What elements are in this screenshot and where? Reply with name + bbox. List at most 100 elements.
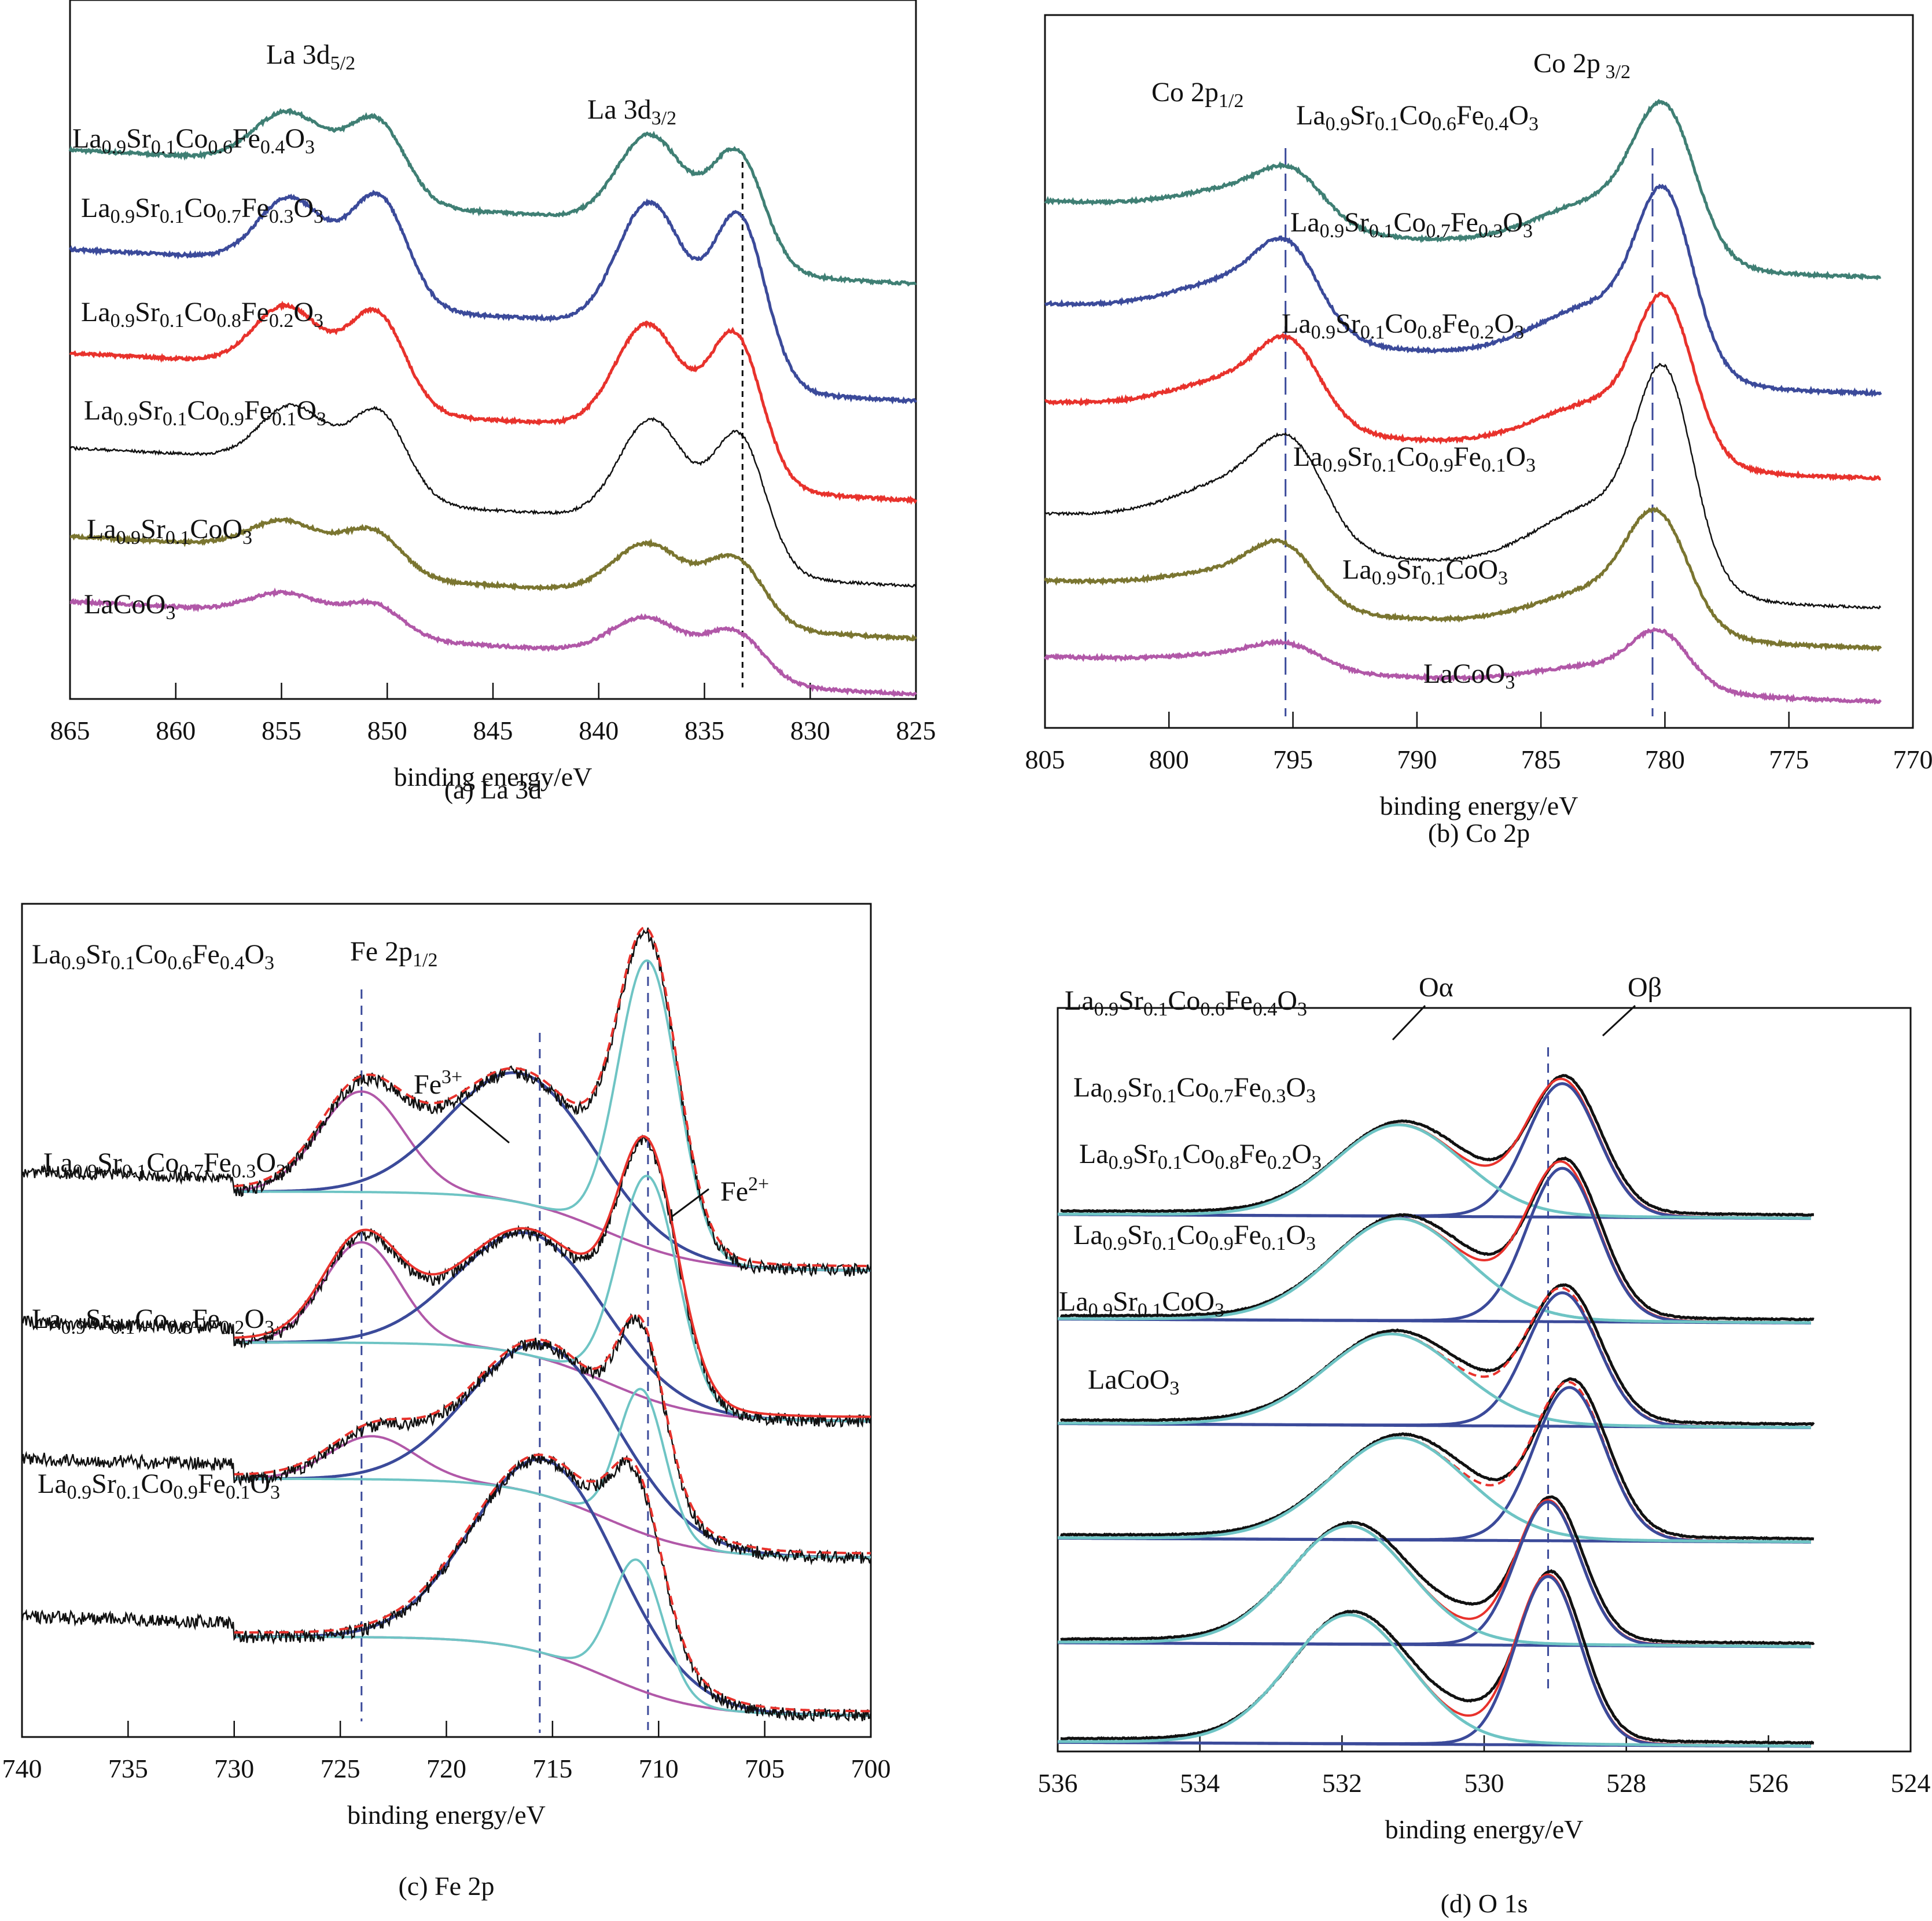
spectrum-La0.9Sr0.1Co0.6Fe0.4O3 — [1044, 98, 1882, 281]
formula-part: La — [81, 193, 111, 223]
formula-part: Sr — [1344, 207, 1369, 238]
formula-part: O — [1508, 100, 1529, 131]
x-tick-label: 524 — [1891, 1768, 1931, 1798]
o-alpha-component-curve — [1058, 1524, 1811, 1648]
subscript: 0.2 — [1267, 1152, 1292, 1173]
x-tick-label: 840 — [579, 716, 619, 745]
o-beta-component-curve — [1058, 1500, 1811, 1648]
fit-group-La0.9Sr0.1Co0.6Fe0.4O3 — [1058, 1073, 1814, 1220]
formula-part: Fe — [1239, 1139, 1267, 1169]
annotation-fe2plus: Fe2+ — [720, 1173, 769, 1208]
formula-part: Fe — [1442, 308, 1470, 339]
formula-part: O — [1291, 1139, 1312, 1169]
series-label-6: LaCoO3 — [1423, 658, 1515, 693]
annotation-o-alpha: Oα — [1419, 972, 1453, 1003]
subscript: 3 — [1505, 672, 1515, 693]
o-alpha-component-curve — [1058, 1217, 1811, 1324]
raw-spectrum — [1059, 1283, 1815, 1427]
subscript: 3 — [1523, 220, 1533, 242]
subscript: 0.1 — [163, 409, 187, 430]
subscript: 0.3 — [1261, 1085, 1286, 1107]
subscript: 0.1 — [1152, 1085, 1177, 1107]
subscript: 0.1 — [1369, 220, 1394, 242]
fit-group-La0.9Sr0.1Co0.7Fe0.3O3 — [1058, 1156, 1815, 1324]
series-label-5: La0.9Sr0.1CoO3 — [1342, 554, 1508, 589]
x-tick-label: 795 — [1273, 745, 1313, 774]
series-label-3: La0.9Sr0.1Co0.8Fe0.2O3 — [1079, 1139, 1322, 1173]
formula-part: La — [32, 939, 61, 970]
o-beta-component-curve — [1058, 1386, 1812, 1544]
o-alpha-pointer-line — [1392, 1004, 1426, 1041]
subscript: 0.1 — [111, 952, 135, 974]
formula-part: O — [1506, 441, 1526, 472]
subscript: 0.9 — [111, 310, 135, 332]
plot-frame — [1044, 14, 1914, 729]
fe2-component-curve — [234, 1175, 871, 1422]
subscript: 0.9 — [1209, 1233, 1234, 1254]
subscript: 0.8 — [1215, 1152, 1239, 1173]
series-label-4: La0.9Sr0.1Co0.9Fe0.1O3 — [38, 1469, 280, 1503]
x-tick-label: 705 — [745, 1754, 785, 1783]
formula-part: Co — [184, 297, 216, 327]
formula-part: O — [285, 123, 305, 154]
fe3-component-curve — [234, 1071, 871, 1272]
spectrum-La0.9Sr0.1Co0.6Fe0.4O3 — [68, 108, 917, 287]
formula-part: Sr — [138, 395, 163, 426]
x-tick-label: 830 — [790, 716, 830, 745]
formula-part: Fe — [192, 939, 220, 970]
formula-part: Fe — [1456, 100, 1484, 131]
series-label-5: La0.9Sr0.1CoO3 — [87, 514, 252, 549]
x-tick-label: 855 — [262, 716, 301, 745]
subscript: 3 — [1306, 1085, 1316, 1107]
subscript: 3 — [1312, 1152, 1322, 1173]
x-tick-label: 526 — [1749, 1768, 1789, 1798]
formula-part: Sr — [1335, 308, 1360, 339]
subscript: 3 — [1498, 568, 1508, 589]
spectrum-La0.9Sr0.1CoO3 — [69, 517, 917, 642]
spectrum-La0.9Sr0.1Co0.7Fe0.3O3 — [1044, 183, 1882, 398]
subscript: 0.8 — [167, 1317, 192, 1338]
background-curve — [234, 1478, 871, 1559]
spectrum-La0.9Sr0.1Co0.9Fe0.1O3 — [1044, 362, 1882, 610]
formula-part: Sr — [1127, 1072, 1152, 1103]
x-tick-label: 715 — [532, 1754, 572, 1783]
x-tick-label: 700 — [851, 1754, 891, 1783]
formula-part: Fe — [1234, 1072, 1261, 1103]
x-tick-label: 865 — [50, 716, 90, 745]
o-alpha-component-curve — [1058, 1436, 1811, 1544]
subscript: 3 — [1529, 113, 1539, 135]
subscript: 0.1 — [226, 1482, 251, 1503]
formula-part: Co — [1385, 308, 1417, 339]
x-tick-label: 800 — [1149, 745, 1189, 774]
subscript: 0.2 — [220, 1317, 245, 1338]
x-tick-label: 532 — [1322, 1768, 1362, 1798]
formula-part: Co — [1396, 441, 1429, 472]
spectrum-La0.9Sr0.1Co0.8Fe0.2O3 — [69, 300, 918, 505]
formula-part: La — [81, 297, 111, 327]
x-tick-label: 720 — [426, 1754, 466, 1783]
subscript: 0.1 — [1481, 455, 1506, 476]
subscript: 3 — [1514, 322, 1524, 343]
panel-a: 865 860 855 850 845 840 835 830 825 binding energ… — [50, 0, 936, 804]
x-tick-label: 735 — [108, 1754, 148, 1783]
subscript: 0.1 — [160, 310, 185, 332]
raw-spectrum — [1060, 1495, 1815, 1646]
subscript: 3 — [314, 206, 323, 227]
subscript: 0.1 — [1360, 322, 1385, 343]
formula-part: Co — [1168, 985, 1200, 1016]
subscript: 0.9 — [67, 1482, 92, 1503]
formula-part: LaCoO — [84, 589, 165, 620]
subscript: 3 — [1215, 1300, 1224, 1321]
x-tick-label: 845 — [473, 716, 513, 745]
satellite-curve — [234, 1635, 871, 1717]
panel-c: 740 735 730 725 720 715 710 705 700 binding energ… — [2, 903, 891, 1901]
subscript: 0.1 — [151, 137, 176, 158]
formula-part: Co — [146, 1147, 179, 1178]
o-beta-component-curve — [1058, 1575, 1811, 1748]
formula-part: Sr — [1113, 1286, 1138, 1317]
formula-part: La — [1079, 1139, 1109, 1169]
formula-part: CoO — [1445, 554, 1498, 585]
subscript: 0.9 — [1088, 1300, 1113, 1321]
formula-part: Sr — [135, 193, 160, 223]
